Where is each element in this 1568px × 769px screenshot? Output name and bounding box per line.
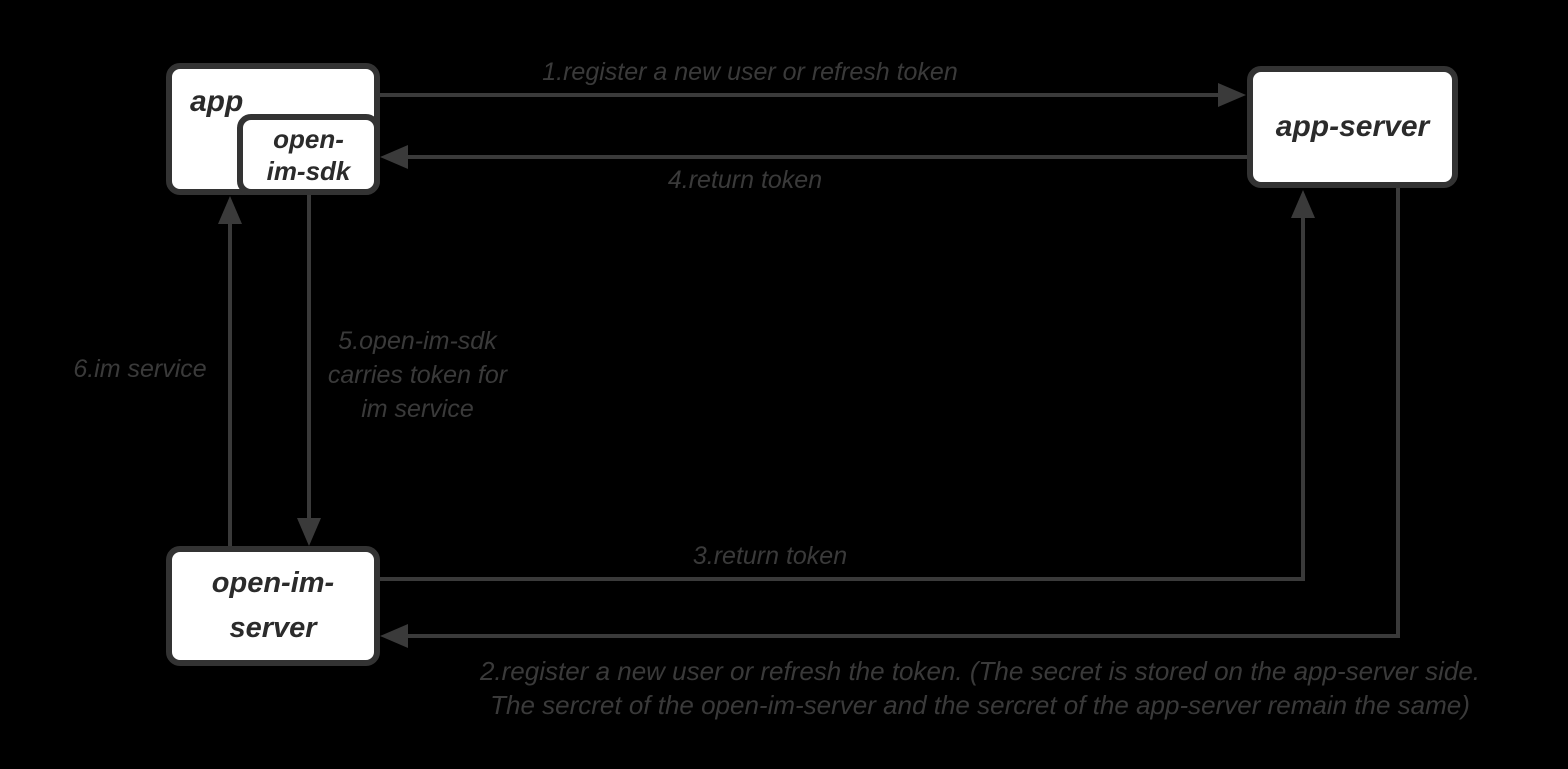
- edge-3-horizontal-line: [380, 577, 1305, 581]
- edge-5-label: 5.open-im-sdk carries token for im servi…: [310, 324, 525, 426]
- edge-1-label: 1.register a new user or refresh token: [542, 58, 958, 86]
- node-open-im-server-label-line-1: open-im-: [211, 567, 335, 599]
- node-open-im-sdk: open- im-sdk: [237, 114, 380, 195]
- edge-2-horizontal-line: [404, 634, 1400, 638]
- edge-4-line: [404, 155, 1247, 159]
- edge-2-label-line-1: 2.register a new user or refresh the tok…: [479, 656, 1481, 686]
- edge-5-label-line-2: carries token for: [327, 361, 508, 389]
- edge-4-arrowhead-left: [380, 145, 408, 169]
- node-open-im-server: open-im- server: [166, 546, 380, 666]
- edge-6-label: 6.im service: [73, 355, 207, 383]
- edge-2-arrowhead-left: [380, 624, 408, 648]
- node-open-im-server-label-line-2: server: [229, 612, 317, 644]
- node-open-im-sdk-label-line-2: im-sdk: [266, 155, 351, 186]
- edge-5-arrowhead-down: [297, 518, 321, 546]
- node-app-server-label: app-server: [1275, 110, 1430, 143]
- edge-3-vertical-line: [1301, 216, 1305, 581]
- edge-5-label-line-3: im service: [361, 395, 474, 423]
- edge-1-arrowhead-right: [1218, 83, 1246, 107]
- edge-5-line: [307, 195, 311, 521]
- node-app-server: app-server: [1247, 66, 1458, 188]
- edge-2-label: 2.register a new user or refresh the tok…: [400, 654, 1560, 722]
- node-app-label: app: [190, 85, 244, 118]
- edge-6-line: [228, 222, 232, 547]
- edge-4-label: 4.return token: [667, 166, 823, 194]
- node-open-im-sdk-label-line-1: open-: [273, 123, 344, 154]
- edge-2-label-line-2: The sercret of the open-im-server and th…: [490, 690, 1470, 720]
- edge-3-arrowhead-up: [1291, 190, 1315, 218]
- edge-1-line: [380, 93, 1218, 97]
- edge-3-label: 3.return token: [692, 542, 848, 570]
- edge-2-vertical-line: [1396, 188, 1400, 638]
- edge-6-arrowhead-up: [218, 196, 242, 224]
- edge-5-label-line-1: 5.open-im-sdk: [338, 327, 497, 355]
